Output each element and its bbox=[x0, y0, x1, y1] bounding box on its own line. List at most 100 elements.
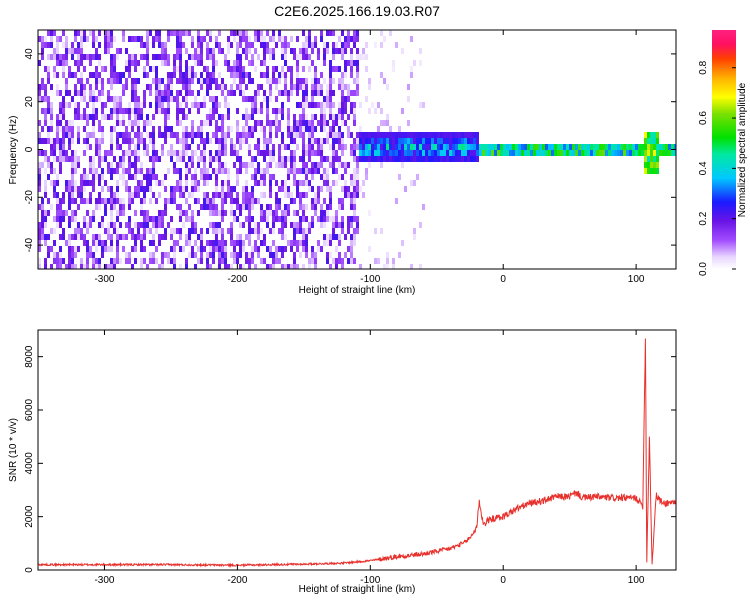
heatmap-cell bbox=[95, 264, 98, 269]
heatmap-cell bbox=[209, 30, 212, 36]
heatmap-cell bbox=[341, 90, 344, 96]
heatmap-cell bbox=[167, 222, 170, 228]
heatmap-cell bbox=[191, 216, 194, 222]
heatmap-cell bbox=[335, 216, 338, 222]
heatmap-cell bbox=[71, 174, 74, 180]
heatmap-cell bbox=[281, 228, 284, 234]
heatmap-cell bbox=[344, 42, 347, 48]
heatmap-cell bbox=[98, 78, 101, 84]
heatmap-cell bbox=[359, 132, 362, 138]
heatmap-cell bbox=[158, 102, 161, 108]
heatmap-cell bbox=[122, 84, 125, 90]
heatmap-cell bbox=[206, 198, 209, 204]
heatmap-cell bbox=[194, 252, 197, 258]
heatmap-cell bbox=[332, 48, 335, 54]
heatmap-cell bbox=[344, 144, 347, 150]
heatmap-cell bbox=[140, 246, 143, 252]
heatmap-cell bbox=[194, 150, 197, 156]
heatmap-cell bbox=[257, 228, 260, 234]
heatmap-cell bbox=[314, 258, 317, 264]
heatmap-cell bbox=[185, 126, 188, 132]
heatmap-cell bbox=[38, 186, 41, 192]
heatmap-cell bbox=[161, 222, 164, 228]
heatmap-cell bbox=[212, 108, 215, 114]
heatmap-cell bbox=[143, 96, 146, 102]
heatmap-cell bbox=[587, 150, 590, 156]
heatmap-cell bbox=[638, 144, 641, 150]
heatmap-cell bbox=[197, 48, 200, 54]
heatmap-cell bbox=[299, 132, 302, 138]
heatmap-cell bbox=[416, 150, 419, 156]
heatmap-cell bbox=[326, 96, 329, 102]
heatmap-cell bbox=[644, 150, 647, 156]
heatmap-cell bbox=[59, 252, 62, 258]
heatmap-cell bbox=[644, 138, 647, 144]
heatmap-cell bbox=[527, 150, 530, 156]
heatmap-cell bbox=[206, 168, 209, 174]
heatmap-cell bbox=[185, 60, 188, 66]
heatmap-cell bbox=[284, 222, 287, 228]
heatmap-cell bbox=[92, 30, 95, 36]
heatmap-cell bbox=[302, 234, 305, 240]
heatmap-cell bbox=[101, 84, 104, 90]
heatmap-cell bbox=[413, 60, 416, 66]
heatmap-cell bbox=[68, 234, 71, 240]
heatmap-cell bbox=[185, 240, 188, 246]
heatmap-cell bbox=[197, 90, 200, 96]
heatmap-cell bbox=[77, 102, 80, 108]
heatmap-cell bbox=[146, 60, 149, 66]
heatmap-cell bbox=[254, 174, 257, 180]
heatmap-cell bbox=[296, 120, 299, 126]
heatmap-cell bbox=[380, 30, 383, 36]
heatmap-cell bbox=[404, 156, 407, 162]
heatmap-cell bbox=[230, 186, 233, 192]
heatmap-cell bbox=[182, 150, 185, 156]
heatmap-cell bbox=[158, 222, 161, 228]
heatmap-cell bbox=[50, 36, 53, 42]
heatmap-cell bbox=[188, 54, 191, 60]
heatmap-cell bbox=[65, 84, 68, 90]
heatmap-cell bbox=[287, 192, 290, 198]
heatmap-cell bbox=[194, 228, 197, 234]
heatmap-cell bbox=[47, 198, 50, 204]
heatmap-cell bbox=[236, 204, 239, 210]
heatmap-cell bbox=[641, 150, 644, 156]
heatmap-cell bbox=[383, 264, 386, 269]
heatmap-cell bbox=[74, 36, 77, 42]
heatmap-cell bbox=[476, 144, 479, 150]
heatmap-cell bbox=[263, 96, 266, 102]
heatmap-cell bbox=[341, 54, 344, 60]
heatmap-cell bbox=[512, 144, 515, 150]
heatmap-cell bbox=[296, 132, 299, 138]
heatmap-cell bbox=[314, 36, 317, 42]
heatmap-cell bbox=[80, 60, 83, 66]
heatmap-cell bbox=[590, 144, 593, 150]
heatmap-cell bbox=[176, 120, 179, 126]
heatmap-cell bbox=[233, 30, 236, 36]
heatmap-cell bbox=[266, 114, 269, 120]
heatmap-cell bbox=[464, 132, 467, 138]
heatmap-cell bbox=[113, 60, 116, 66]
heatmap-cell bbox=[611, 150, 614, 156]
heatmap-cell bbox=[362, 144, 365, 150]
heatmap-cell bbox=[107, 96, 110, 102]
heatmap-cell bbox=[251, 132, 254, 138]
heatmap-cell bbox=[260, 168, 263, 174]
heatmap-cell bbox=[641, 144, 644, 150]
heatmap-cell bbox=[272, 222, 275, 228]
heatmap-cell bbox=[161, 252, 164, 258]
heatmap-cell bbox=[125, 108, 128, 114]
heatmap-cell bbox=[305, 126, 308, 132]
heatmap-cell bbox=[65, 54, 68, 60]
heatmap-cell bbox=[302, 66, 305, 72]
heatmap-cell bbox=[221, 186, 224, 192]
heatmap-cell bbox=[179, 156, 182, 162]
heatmap-cell bbox=[650, 150, 653, 156]
heatmap-cell bbox=[212, 66, 215, 72]
heatmap-cell bbox=[212, 258, 215, 264]
heatmap-cell bbox=[260, 84, 263, 90]
heatmap-cell bbox=[191, 126, 194, 132]
heatmap-cell bbox=[248, 258, 251, 264]
heatmap-cell bbox=[236, 252, 239, 258]
heatmap-cell bbox=[197, 36, 200, 42]
